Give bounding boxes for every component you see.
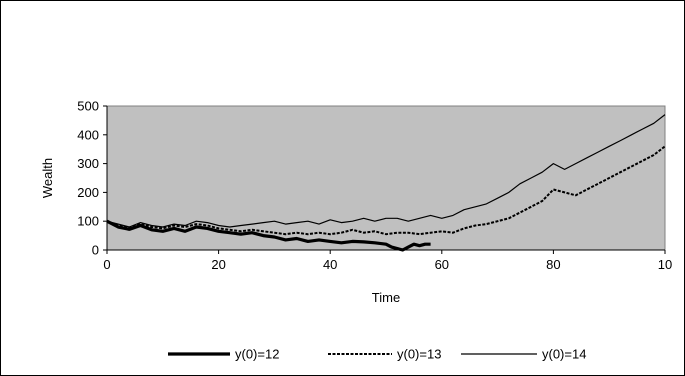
y-tick-label: 500 [77, 99, 99, 114]
legend: y(0)=12 y(0)=13 y(0)=14 [168, 347, 586, 362]
x-tick-label: 80 [546, 257, 560, 272]
y-tick-label: 0 [92, 243, 99, 258]
y-tick-label: 100 [77, 214, 99, 229]
x-axis-ticks: 0 20 40 60 80 10 [103, 250, 672, 272]
series-line-1 [106, 219, 431, 252]
x-axis-title: Time [372, 290, 400, 305]
series-layer [106, 114, 666, 252]
x-tick-label: 0 [103, 257, 110, 272]
x-tick-label: 20 [211, 257, 225, 272]
series-line-2 [106, 145, 666, 236]
y-tick-label: 300 [77, 156, 99, 171]
series-line-3 [106, 114, 666, 228]
y-tick-label: 400 [77, 127, 99, 142]
legend-label: y(0)=14 [542, 347, 586, 362]
y-axis-title: Wealth [40, 158, 55, 198]
x-tick-label: 10 [658, 257, 672, 272]
y-axis-ticks: 0 100 200 300 400 500 [77, 99, 107, 258]
y-tick-label: 200 [77, 185, 99, 200]
x-tick-label: 40 [323, 257, 337, 272]
x-tick-label: 60 [435, 257, 449, 272]
legend-label: y(0)=12 [235, 347, 279, 362]
legend-label: y(0)=13 [397, 347, 441, 362]
